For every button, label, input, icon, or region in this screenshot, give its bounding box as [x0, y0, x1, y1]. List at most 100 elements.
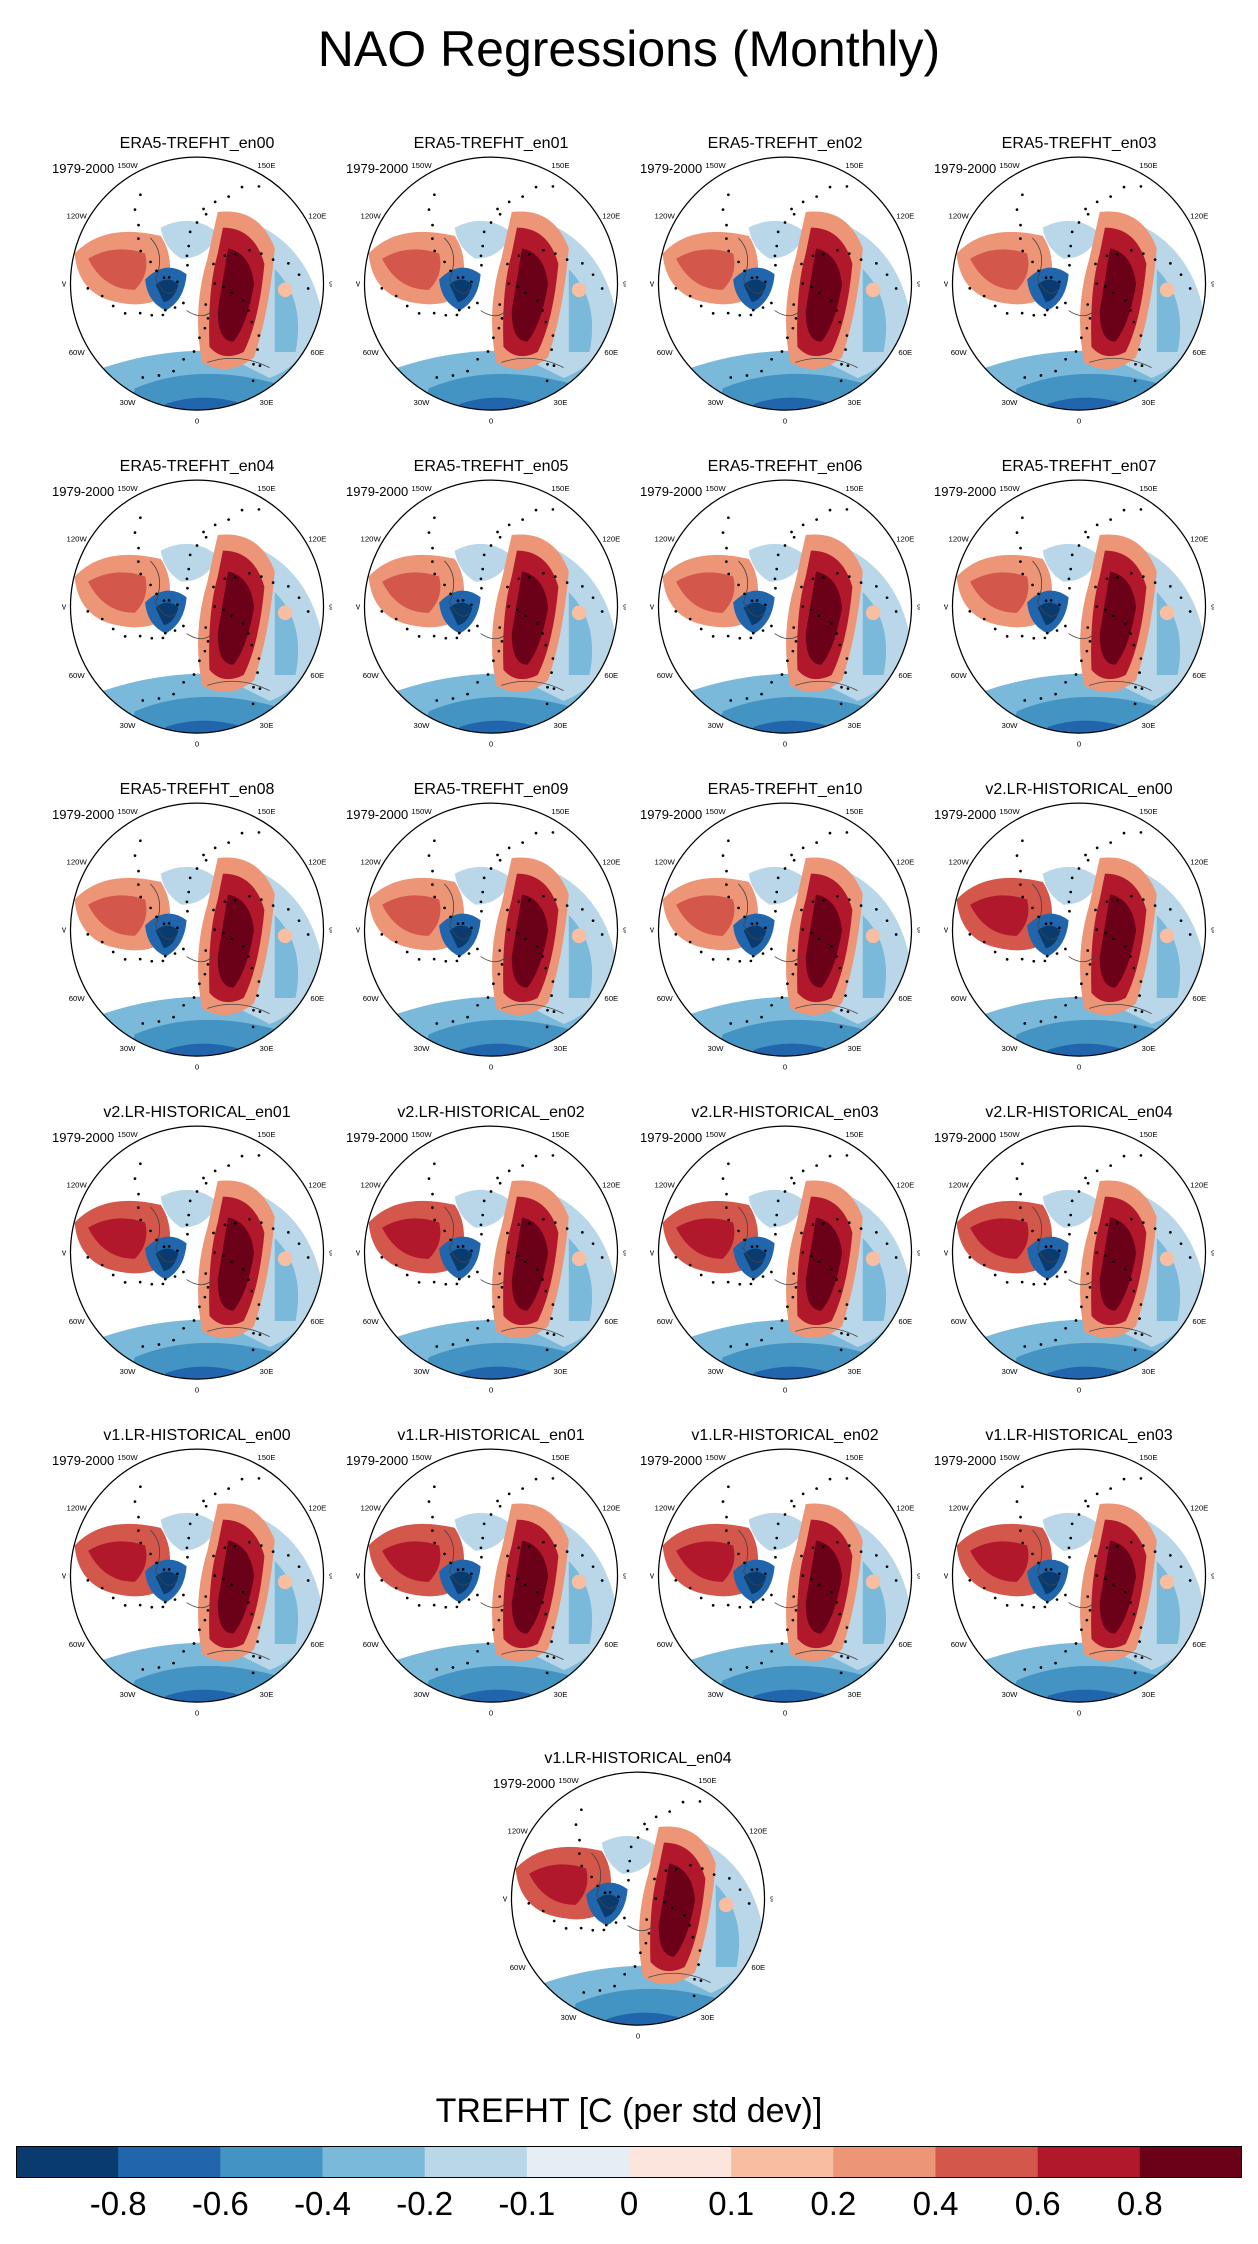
significance-stipple — [86, 831, 310, 1029]
longitude-label: 30W — [708, 398, 725, 407]
longitude-label: 60E — [1192, 348, 1206, 357]
longitude-label: 0 — [195, 417, 200, 426]
warm-anomaly-region — [676, 1541, 735, 1582]
cold-anomaly-region — [601, 2012, 690, 2026]
map-boundary — [363, 479, 619, 734]
longitude-label: 30W — [120, 398, 137, 407]
warm-anomaly-region — [658, 1863, 696, 1957]
significance-stipple — [674, 185, 898, 383]
map-panel: v2.LR-HISTORICAL_en011979-2000180150E120… — [52, 1104, 332, 1404]
longitude-label: 120E — [1190, 1180, 1208, 1189]
cold-anomaly-region — [748, 1366, 837, 1380]
polar-map: 180150E120E90E60E30E030W60W90W120W150W — [944, 1448, 1214, 1718]
warm-anomaly-region — [571, 605, 587, 621]
colorbar-tick-label: 0.1 — [708, 2185, 755, 2222]
panel-title: ERA5-TREFHT_en01 — [413, 135, 569, 152]
panel-period: 1979-2000 — [640, 1130, 703, 1145]
warm-anomaly-region — [88, 572, 147, 613]
cold-anomaly-region — [1037, 1571, 1061, 1595]
warm-anomaly-region — [1159, 605, 1175, 621]
cold-anomaly-region — [743, 1248, 767, 1272]
cold-anomaly-region — [454, 1366, 543, 1380]
polar-map: 180150E120E90E60E30E030W60W90W120W150W — [650, 1125, 920, 1395]
colorbar-title: TREFHT [C (per std dev)] — [435, 2092, 823, 2130]
longitude-label: 60W — [657, 1317, 674, 1326]
longitude-label: 150W — [999, 1130, 1020, 1139]
longitude-label: 60W — [363, 348, 380, 357]
panel-title: v2.LR-HISTORICAL_en01 — [103, 1104, 291, 1121]
longitude-label: 150E — [257, 807, 275, 816]
panel-period: 1979-2000 — [52, 161, 115, 176]
warm-anomaly-region — [676, 249, 735, 290]
colorbar-tick-label: 0.4 — [912, 2185, 959, 2222]
cold-anomaly-region — [1042, 1512, 1100, 1551]
longitude-label: 0 — [1077, 1709, 1082, 1718]
longitude-label: 30E — [1142, 1690, 1156, 1699]
map-boundary — [363, 156, 619, 411]
longitude-label: 60W — [951, 348, 968, 357]
cold-anomaly-region — [454, 1189, 512, 1228]
longitude-label: 30W — [414, 398, 431, 407]
panel-title: ERA5-TREFHT_en02 — [707, 135, 863, 152]
warm-anomaly-region — [511, 894, 549, 988]
longitude-label: 0 — [195, 1709, 200, 1718]
colorbar-tick-label: -0.8 — [89, 2185, 147, 2222]
colorbar-tick-label: 0.6 — [1014, 2185, 1061, 2222]
warm-anomaly-region — [970, 895, 1029, 936]
panel-period: 1979-2000 — [934, 161, 997, 176]
longitude-label: 30E — [848, 1044, 862, 1053]
warm-anomaly-region — [88, 895, 147, 936]
warm-anomaly-region — [676, 572, 735, 613]
cold-anomaly-region — [449, 925, 473, 949]
map-panel: ERA5-TREFHT_en101979-2000180150E120E90E6… — [640, 781, 920, 1081]
longitude-label: 150E — [257, 1453, 275, 1462]
panel-period: 1979-2000 — [346, 484, 409, 499]
cold-anomaly-region — [160, 720, 249, 734]
longitude-label: 150W — [411, 161, 432, 170]
longitude-label: 120E — [1190, 857, 1208, 866]
warm-anomaly-region — [88, 1218, 147, 1259]
cold-anomaly-region — [743, 279, 767, 303]
longitude-label: 30E — [848, 1690, 862, 1699]
cold-anomaly-region — [155, 279, 179, 303]
polar-map: 180150E120E90E60E30E030W60W90W120W150W — [62, 479, 332, 749]
longitude-label: 120E — [896, 534, 914, 543]
longitude-label: 30E — [1142, 1044, 1156, 1053]
longitude-label: 90W — [944, 926, 949, 935]
longitude-label: 90W — [650, 926, 655, 935]
longitude-label: 30E — [848, 1367, 862, 1376]
longitude-label: 60W — [657, 1640, 674, 1649]
significance-stipple — [968, 1477, 1192, 1675]
longitude-label: 60W — [363, 671, 380, 680]
longitude-label: 60E — [898, 1640, 912, 1649]
map-panel: v1.LR-HISTORICAL_en011979-2000180150E120… — [346, 1427, 626, 1727]
panel-title: ERA5-TREFHT_en10 — [707, 781, 863, 798]
warm-anomaly-region — [571, 1574, 587, 1590]
longitude-label: 150W — [705, 484, 726, 493]
longitude-label: 120E — [1190, 534, 1208, 543]
cold-anomaly-region — [743, 1571, 767, 1595]
warm-anomaly-region — [217, 894, 255, 988]
longitude-label: 150W — [705, 161, 726, 170]
cold-anomaly-region — [1042, 1043, 1131, 1057]
warm-anomaly-region — [88, 249, 147, 290]
longitude-label: 60W — [363, 1640, 380, 1649]
cold-anomaly-region — [454, 1512, 512, 1551]
warm-anomaly-region — [1099, 571, 1137, 665]
cold-anomaly-region — [1037, 602, 1061, 626]
significance-stipple — [674, 1477, 898, 1675]
warm-anomaly-region — [805, 248, 843, 342]
panel-title: ERA5-TREFHT_en04 — [119, 458, 275, 475]
longitude-label: 30W — [561, 2013, 578, 2022]
polar-map: 180150E120E90E60E30E030W60W90W120W150W — [650, 479, 920, 749]
longitude-label: 120W — [67, 857, 88, 866]
map-panel: v2.LR-HISTORICAL_en021979-2000180150E120… — [346, 1104, 626, 1404]
longitude-label: 150W — [999, 161, 1020, 170]
warm-anomaly-region — [511, 1540, 549, 1634]
longitude-label: 150E — [1139, 807, 1157, 816]
longitude-label: 150E — [257, 161, 275, 170]
longitude-label: 60W — [69, 1317, 86, 1326]
cold-anomaly-region — [454, 720, 543, 734]
coastline — [150, 560, 270, 691]
longitude-label: 30W — [120, 721, 137, 730]
